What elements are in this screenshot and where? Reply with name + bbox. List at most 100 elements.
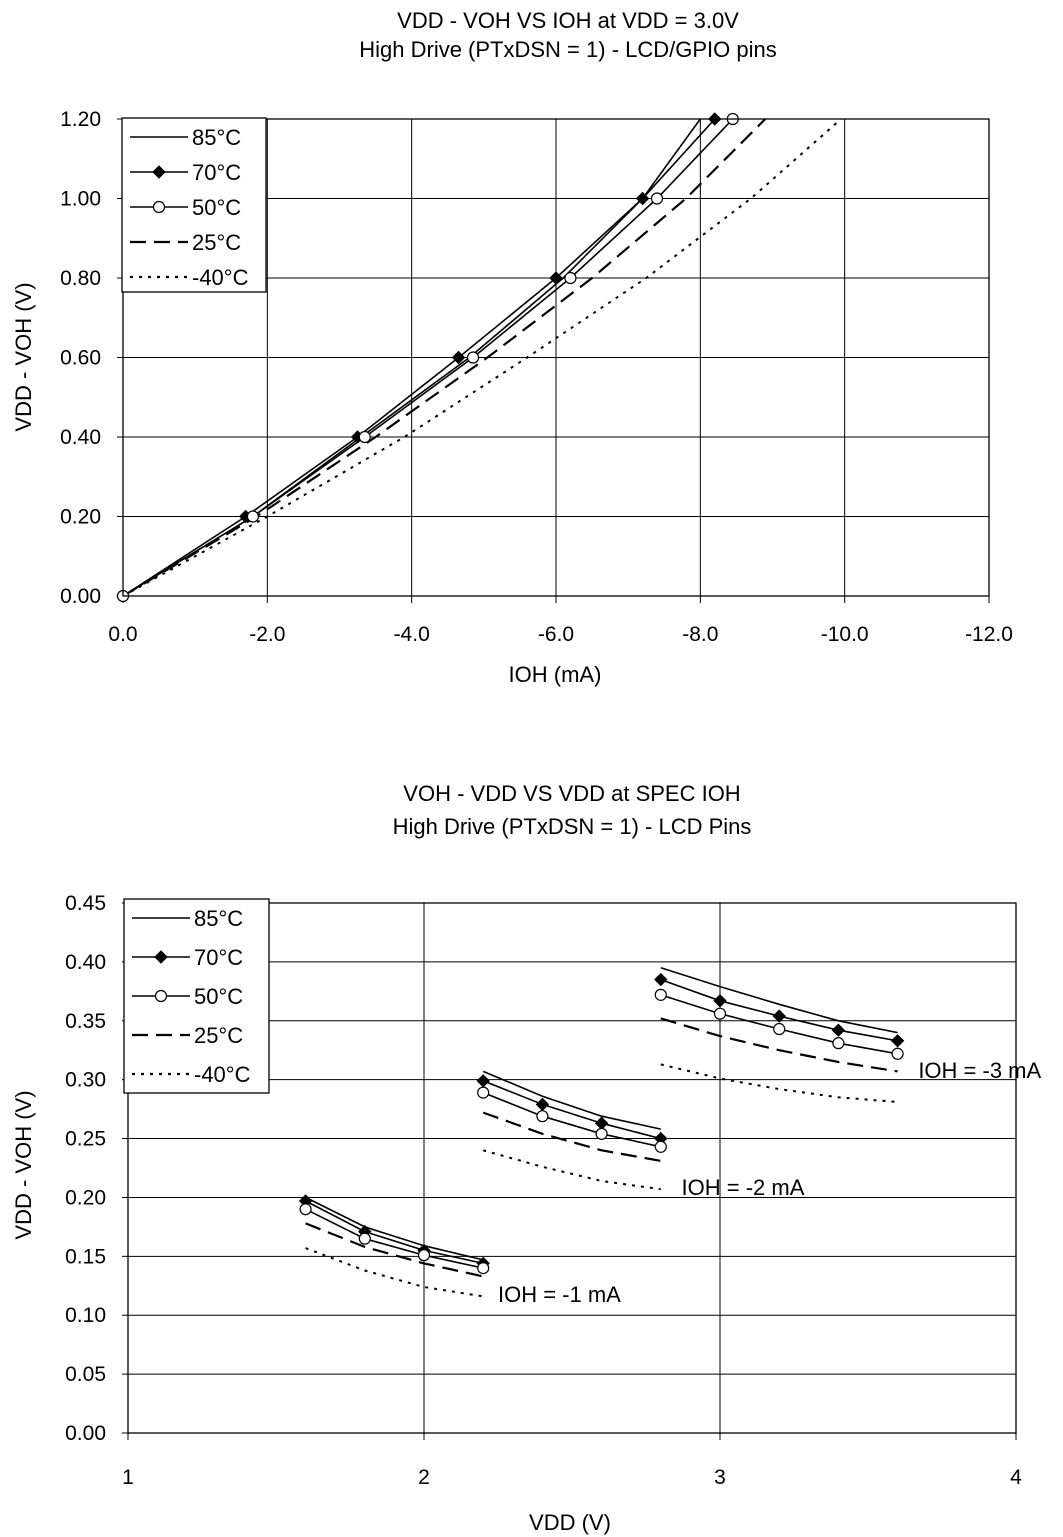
legend-label: 85°C: [192, 125, 241, 150]
y-tick-label: 0.20: [65, 1186, 106, 1209]
series-annotation-label: IOH = -3 mA: [918, 1058, 1041, 1083]
series-annotation-label: IOH = -1 mA: [498, 1282, 621, 1307]
chart-2-annotations: IOH = -1 mA IOH = -2 mA IOH = -3 mA: [498, 1058, 1042, 1307]
series-70c-marker: [831, 1023, 846, 1037]
legend-label: -40°C: [192, 265, 249, 290]
chart-1-legend: 85°C 70°C 50°C 25°C -40°C: [121, 117, 267, 293]
legend-label: 25°C: [192, 230, 241, 255]
series-70c-marker: [451, 350, 466, 365]
series-50c-line: [482, 1091, 661, 1148]
series-70c-marker: [476, 1074, 490, 1088]
chart-2-y-axis-label: VDD - VOH (V): [11, 1090, 36, 1239]
y-tick-label: 0.00: [65, 1422, 106, 1445]
series-50c-marker: [832, 1037, 845, 1050]
x-tick-label: -6.0: [538, 623, 574, 646]
series-70c-marker: [772, 1009, 786, 1023]
series-50c-marker: [564, 271, 577, 285]
series-minus40c-line: [122, 118, 842, 597]
series-70c-marker: [654, 972, 668, 987]
chart-1-plot-border: [122, 118, 990, 597]
series-70c-marker: [635, 191, 650, 206]
legend-marker: [154, 989, 168, 1003]
chart-2: VOH - VDD VS VDD at SPEC IOH High Drive …: [11, 781, 1042, 1535]
y-tick-label: 0.20: [60, 506, 101, 529]
x-tick-label: -8.0: [682, 623, 718, 646]
x-tick-label: -2.0: [249, 623, 285, 646]
y-tick-label: 0.00: [60, 585, 101, 608]
chart-2-title: VOH - VDD VS VDD at SPEC IOH: [403, 781, 740, 806]
legend-label: 70°C: [194, 945, 243, 970]
series-70c-line: [482, 1080, 662, 1140]
y-tick-label: 0.30: [65, 1069, 106, 1092]
chart-2-markers: [298, 972, 905, 1275]
y-tick-label: 0.45: [65, 892, 106, 915]
series-50c-marker: [417, 1249, 431, 1262]
chart-1-x-tick-labels: 0.0 -2.0 -4.0 -6.0 -8.0 -10.0 -12.0: [108, 623, 1013, 646]
y-tick-label: 0.10: [65, 1304, 106, 1327]
legend-label: 85°C: [194, 906, 243, 931]
y-tick-label: 0.05: [65, 1363, 106, 1386]
x-tick-label: 1: [122, 1466, 134, 1489]
series-50c-marker: [466, 351, 480, 364]
chart-1-y-axis-label: VDD - VOH (V): [11, 282, 36, 431]
series-50c-line: [305, 1208, 484, 1269]
series-50c-marker: [650, 192, 664, 205]
chart-1-subtitle: High Drive (PTxDSN = 1) - LCD/GPIO pins: [359, 37, 776, 62]
series-25c-line: [482, 1111, 661, 1162]
series-annotation-label: IOH = -2 mA: [682, 1175, 805, 1200]
series-50c-marker: [536, 1110, 549, 1123]
y-tick-label: 0.40: [65, 951, 106, 974]
chart-1-title: VDD - VOH VS IOH at VDD = 3.0V: [397, 8, 739, 33]
series-85c-line: [482, 1070, 661, 1130]
series-50c-marker: [891, 1047, 904, 1060]
chart-2-legend: 85°C 70°C 50°C 25°C -40°C: [123, 898, 270, 1094]
y-tick-label: 0.80: [60, 267, 101, 290]
series-85c-line: [660, 967, 898, 1034]
legend-marker: [152, 165, 166, 179]
legend-box: [121, 117, 267, 293]
chart-1: VDD - VOH VS IOH at VDD = 3.0V High Driv…: [11, 8, 1013, 687]
series-50c-marker: [713, 1007, 727, 1020]
chart-1-markers: [116, 112, 739, 603]
y-tick-label: 0.35: [65, 1010, 106, 1033]
y-tick-label: 0.40: [60, 426, 101, 449]
y-tick-label: 1.20: [60, 108, 101, 131]
series-50c-marker: [246, 510, 259, 523]
x-tick-label: -4.0: [394, 623, 430, 646]
series-85c-line: [305, 1196, 484, 1261]
chart-2-x-axis-label: VDD (V): [529, 1510, 611, 1535]
series-50c-marker: [477, 1086, 490, 1099]
series-70c-marker: [535, 1097, 550, 1112]
legend-marker: [152, 200, 166, 214]
chart-2-plot-border: [127, 902, 1017, 1434]
y-tick-label: 0.60: [60, 347, 101, 370]
chart-2-y-tick-labels: 0.00 0.05 0.10 0.15 0.20 0.25 0.30 0.35 0.40 0.45: [65, 892, 106, 1445]
x-tick-label: -10.0: [821, 623, 869, 646]
series-70c-line: [305, 1200, 484, 1265]
series-70c-marker: [713, 994, 727, 1008]
series-50c-marker: [654, 1140, 667, 1153]
x-tick-label: 2: [418, 1466, 430, 1489]
chart-2-x-tick-labels: 1 2 3 4: [122, 1466, 1022, 1489]
legend-label: 50°C: [194, 984, 243, 1009]
series-50c-marker: [358, 1232, 371, 1245]
legend-label: 50°C: [192, 195, 241, 220]
legend-label: 70°C: [192, 160, 241, 185]
series-minus40c-line: [305, 1247, 484, 1298]
series-70c-marker: [549, 271, 563, 285]
legend-label: -40°C: [194, 1062, 251, 1087]
legend-label: 25°C: [194, 1023, 243, 1048]
y-tick-label: 1.00: [60, 188, 101, 211]
chart-1-x-axis-label: IOH (mA): [509, 662, 602, 687]
series-50c-marker: [299, 1203, 312, 1216]
series-70c-marker: [594, 1116, 609, 1130]
series-50c-marker: [358, 430, 371, 444]
series-50c-marker: [654, 988, 667, 1001]
x-tick-label: -12.0: [965, 623, 1013, 646]
series-25c-line: [305, 1222, 484, 1278]
x-tick-label: 0.0: [108, 623, 137, 646]
x-tick-label: 4: [1010, 1466, 1022, 1489]
legend-marker: [154, 950, 168, 964]
series-50c-marker: [773, 1022, 786, 1036]
